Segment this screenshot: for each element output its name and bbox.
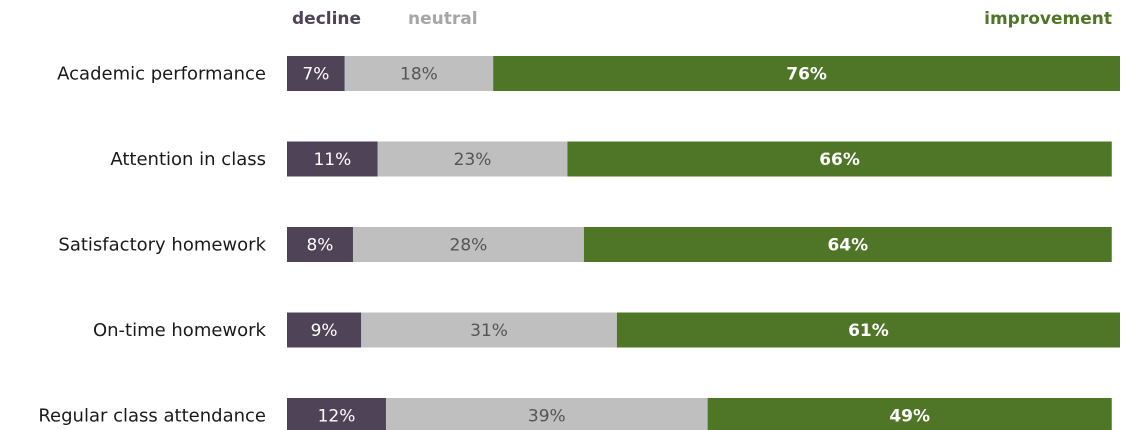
- data-label-decline: 11%: [313, 150, 351, 170]
- bar-decline: [287, 56, 345, 91]
- data-label-decline: 8%: [306, 236, 333, 256]
- data-label-decline: 9%: [311, 321, 338, 341]
- category-label: Satisfactory homework: [58, 235, 266, 256]
- bar-improvement: [583, 227, 1112, 262]
- category-label: Attention in class: [110, 149, 266, 170]
- data-label-improvement: 49%: [889, 407, 930, 427]
- bar-decline: [287, 227, 353, 262]
- bar-improvement: [707, 398, 1112, 430]
- bar-improvement: [493, 56, 1120, 91]
- category-label: On-time homework: [93, 320, 267, 341]
- data-label-neutral: 28%: [450, 236, 488, 256]
- bar-decline: [287, 141, 378, 177]
- bar-decline: [287, 398, 386, 430]
- bar-neutral: [344, 56, 494, 91]
- data-label-decline: 12%: [318, 407, 356, 427]
- bar-improvement: [567, 141, 1112, 177]
- data-label-improvement: 64%: [827, 236, 868, 256]
- legend: decline neutral improvement: [292, 9, 1112, 29]
- bars: 7% 18% 76% 11% 23% 66% 8% 28% 64% 9% 31% 61% 12% 39% 4…: [287, 56, 1120, 430]
- bar-neutral: [352, 227, 584, 262]
- legend-improvement: improvement: [984, 9, 1112, 29]
- data-label-neutral: 23%: [454, 150, 492, 170]
- bar-improvement: [616, 312, 1120, 348]
- data-label-decline: 7%: [302, 65, 329, 85]
- bar-decline: [287, 312, 362, 348]
- data-label-neutral: 18%: [400, 65, 438, 85]
- bar-neutral: [361, 312, 617, 348]
- legend-neutral: neutral: [408, 9, 478, 29]
- data-label-improvement: 61%: [848, 321, 889, 341]
- category-label: Academic performance: [57, 64, 266, 85]
- data-label-improvement: 76%: [786, 65, 827, 85]
- data-label-improvement: 66%: [819, 150, 860, 170]
- data-label-neutral: 31%: [470, 321, 508, 341]
- category-labels: Academic performance Attention in class Sa…: [38, 64, 266, 427]
- category-label: Regular class attendance: [38, 406, 266, 427]
- legend-decline: decline: [292, 9, 361, 29]
- data-label-neutral: 39%: [528, 407, 566, 427]
- bar-neutral: [377, 141, 568, 177]
- bar-neutral: [385, 398, 708, 430]
